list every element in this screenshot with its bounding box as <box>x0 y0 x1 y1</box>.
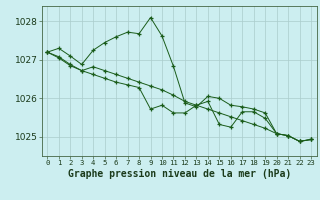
X-axis label: Graphe pression niveau de la mer (hPa): Graphe pression niveau de la mer (hPa) <box>68 169 291 179</box>
